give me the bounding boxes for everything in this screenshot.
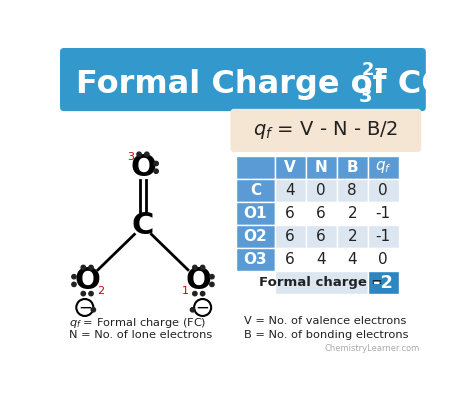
Text: N = No. of lone electrons: N = No. of lone electrons	[69, 330, 212, 340]
Text: 4: 4	[316, 252, 326, 267]
Circle shape	[191, 308, 195, 312]
Text: 2: 2	[347, 206, 357, 221]
Circle shape	[154, 169, 158, 173]
Circle shape	[72, 282, 76, 286]
Circle shape	[154, 161, 158, 166]
Text: B = No. of bonding electrons: B = No. of bonding electrons	[244, 330, 408, 340]
Text: Formal Charge of CO: Formal Charge of CO	[76, 69, 449, 100]
Text: -2: -2	[373, 274, 393, 292]
Text: O1: O1	[244, 206, 267, 221]
Circle shape	[193, 265, 197, 270]
Circle shape	[145, 152, 149, 156]
Text: 0: 0	[378, 183, 388, 198]
Text: Formal charge =: Formal charge =	[259, 276, 383, 289]
FancyBboxPatch shape	[337, 179, 368, 202]
Circle shape	[201, 292, 205, 296]
FancyBboxPatch shape	[275, 248, 306, 271]
Text: 0: 0	[316, 183, 326, 198]
Text: $q_f$: $q_f$	[375, 159, 392, 175]
FancyBboxPatch shape	[275, 202, 306, 225]
Text: 8: 8	[347, 183, 357, 198]
FancyBboxPatch shape	[337, 156, 368, 179]
FancyBboxPatch shape	[236, 156, 275, 179]
Text: 2: 2	[97, 286, 104, 296]
FancyBboxPatch shape	[275, 156, 306, 179]
FancyBboxPatch shape	[306, 202, 337, 225]
Text: O: O	[130, 153, 156, 182]
FancyBboxPatch shape	[275, 271, 368, 294]
FancyBboxPatch shape	[368, 248, 399, 271]
FancyBboxPatch shape	[337, 202, 368, 225]
FancyBboxPatch shape	[306, 179, 337, 202]
FancyBboxPatch shape	[368, 271, 399, 294]
Circle shape	[81, 292, 85, 296]
FancyBboxPatch shape	[337, 248, 368, 271]
FancyBboxPatch shape	[368, 225, 399, 248]
FancyBboxPatch shape	[306, 248, 337, 271]
Text: O: O	[74, 266, 100, 295]
Text: C: C	[132, 210, 154, 240]
Circle shape	[137, 152, 141, 156]
FancyBboxPatch shape	[236, 202, 275, 225]
Text: ChemistryLearner.com: ChemistryLearner.com	[324, 344, 419, 353]
Text: -1: -1	[375, 206, 391, 221]
FancyBboxPatch shape	[275, 225, 306, 248]
Text: 6: 6	[316, 206, 326, 221]
FancyBboxPatch shape	[368, 179, 399, 202]
Text: 4: 4	[347, 252, 357, 267]
Circle shape	[89, 265, 93, 270]
FancyBboxPatch shape	[337, 225, 368, 248]
Text: -1: -1	[375, 229, 391, 244]
Text: O3: O3	[244, 252, 267, 267]
Text: $\mathit{q_f}$ = V - N - B/2: $\mathit{q_f}$ = V - N - B/2	[254, 119, 398, 141]
FancyBboxPatch shape	[236, 248, 275, 271]
Text: 0: 0	[378, 252, 388, 267]
Text: 6: 6	[316, 229, 326, 244]
Circle shape	[89, 292, 93, 296]
Text: N: N	[315, 160, 328, 175]
FancyBboxPatch shape	[275, 179, 306, 202]
Text: 1: 1	[182, 286, 189, 296]
Circle shape	[91, 308, 96, 312]
Text: B: B	[346, 160, 358, 175]
Text: 2−: 2−	[362, 60, 389, 78]
Text: V = No. of valence electrons: V = No. of valence electrons	[244, 316, 406, 326]
Text: $q_f$ = Formal charge (FC): $q_f$ = Formal charge (FC)	[69, 316, 206, 330]
Text: V: V	[284, 160, 296, 175]
Text: 4: 4	[285, 183, 295, 198]
Text: 3: 3	[127, 152, 134, 162]
FancyBboxPatch shape	[368, 202, 399, 225]
Text: −: −	[78, 298, 92, 316]
FancyBboxPatch shape	[306, 225, 337, 248]
FancyBboxPatch shape	[236, 179, 275, 202]
Text: −: −	[196, 298, 210, 316]
Circle shape	[201, 265, 205, 270]
FancyBboxPatch shape	[236, 225, 275, 248]
Text: C: C	[250, 183, 261, 198]
Text: 6: 6	[285, 206, 295, 221]
FancyBboxPatch shape	[230, 109, 421, 152]
Circle shape	[72, 274, 76, 279]
Circle shape	[193, 292, 197, 296]
Circle shape	[210, 274, 214, 279]
Text: O: O	[186, 266, 212, 295]
Text: 6: 6	[285, 252, 295, 267]
Circle shape	[81, 265, 85, 270]
FancyBboxPatch shape	[306, 156, 337, 179]
Text: 3: 3	[358, 87, 372, 106]
Text: 2: 2	[347, 229, 357, 244]
FancyBboxPatch shape	[60, 48, 426, 111]
FancyBboxPatch shape	[368, 156, 399, 179]
Circle shape	[210, 282, 214, 286]
Text: 6: 6	[285, 229, 295, 244]
Text: O2: O2	[244, 229, 267, 244]
